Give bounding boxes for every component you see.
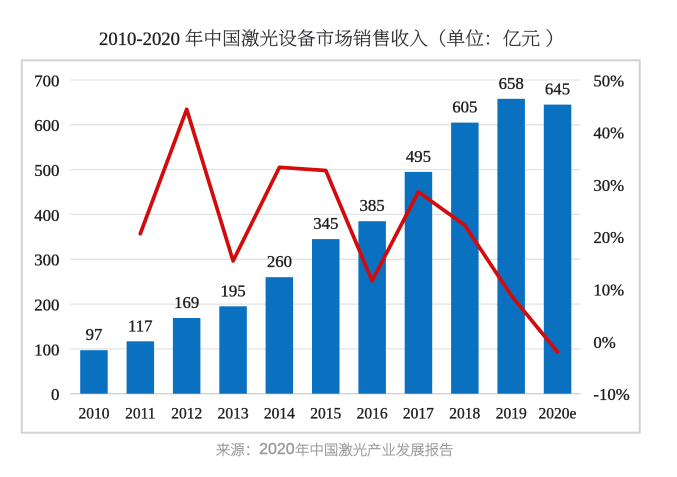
svg-text:169: 169 [174,293,199,312]
svg-text:2016: 2016 [357,406,388,423]
svg-text:500: 500 [34,161,59,180]
svg-text:-10%: -10% [593,385,629,404]
svg-text:2020e: 2020e [539,406,577,423]
svg-text:658: 658 [499,74,524,93]
svg-text:2019: 2019 [496,406,527,423]
svg-text:20%: 20% [593,228,624,247]
svg-text:400: 400 [34,206,59,225]
svg-text:30%: 30% [593,176,624,195]
svg-text:300: 300 [34,251,59,270]
svg-text:195: 195 [221,281,246,300]
svg-text:0%: 0% [593,333,615,352]
svg-text:50%: 50% [593,71,624,90]
svg-text:0: 0 [51,385,59,404]
svg-text:2018: 2018 [449,406,480,423]
svg-text:385: 385 [360,196,385,215]
svg-text:100: 100 [34,340,59,359]
svg-text:10%: 10% [593,281,624,300]
svg-text:2010-2020: 2010-2020 [99,29,180,50]
svg-text:2014: 2014 [264,406,295,423]
svg-text:605: 605 [452,98,477,117]
svg-text:97: 97 [86,325,103,344]
svg-text:700: 700 [34,71,59,90]
svg-text:345: 345 [313,214,338,233]
svg-text:2013: 2013 [218,406,249,423]
svg-text:260: 260 [267,252,292,271]
svg-text:600: 600 [34,116,59,135]
svg-text:645: 645 [545,80,570,99]
svg-text:117: 117 [128,316,153,335]
svg-text:2012: 2012 [171,406,202,423]
svg-text:2010: 2010 [79,406,110,423]
svg-text:2020: 2020 [259,441,295,458]
svg-text:200: 200 [34,296,59,315]
svg-text:40%: 40% [593,124,624,143]
svg-text:2011: 2011 [125,406,155,423]
svg-text:495: 495 [406,147,431,166]
svg-text:2015: 2015 [310,406,341,423]
svg-text:2017: 2017 [403,406,434,423]
